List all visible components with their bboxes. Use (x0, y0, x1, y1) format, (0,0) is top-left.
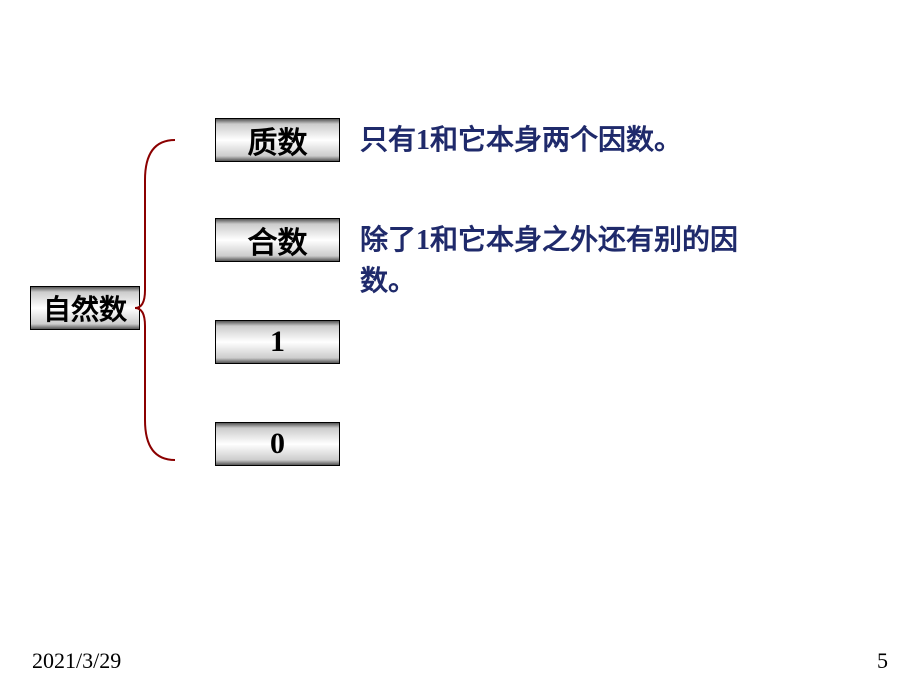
category-box-one: 1 (215, 320, 340, 364)
category-label-one: 1 (270, 325, 285, 359)
category-box-zero: 0 (215, 422, 340, 466)
category-label-composite: 合数 (248, 218, 308, 262)
category-label-zero: 0 (270, 427, 285, 461)
bracket-path (135, 140, 175, 460)
bracket (0, 0, 920, 690)
footer-date: 2021/3/29 (32, 648, 121, 674)
footer-page: 5 (877, 648, 888, 674)
category-box-composite: 合数 (215, 218, 340, 262)
category-desc-composite: 除了1和它本身之外还有别的因数。 (360, 221, 780, 302)
category-box-prime: 质数 (215, 118, 340, 162)
category-desc-prime: 只有1和它本身两个因数。 (360, 121, 880, 162)
category-label-prime: 质数 (248, 118, 308, 162)
